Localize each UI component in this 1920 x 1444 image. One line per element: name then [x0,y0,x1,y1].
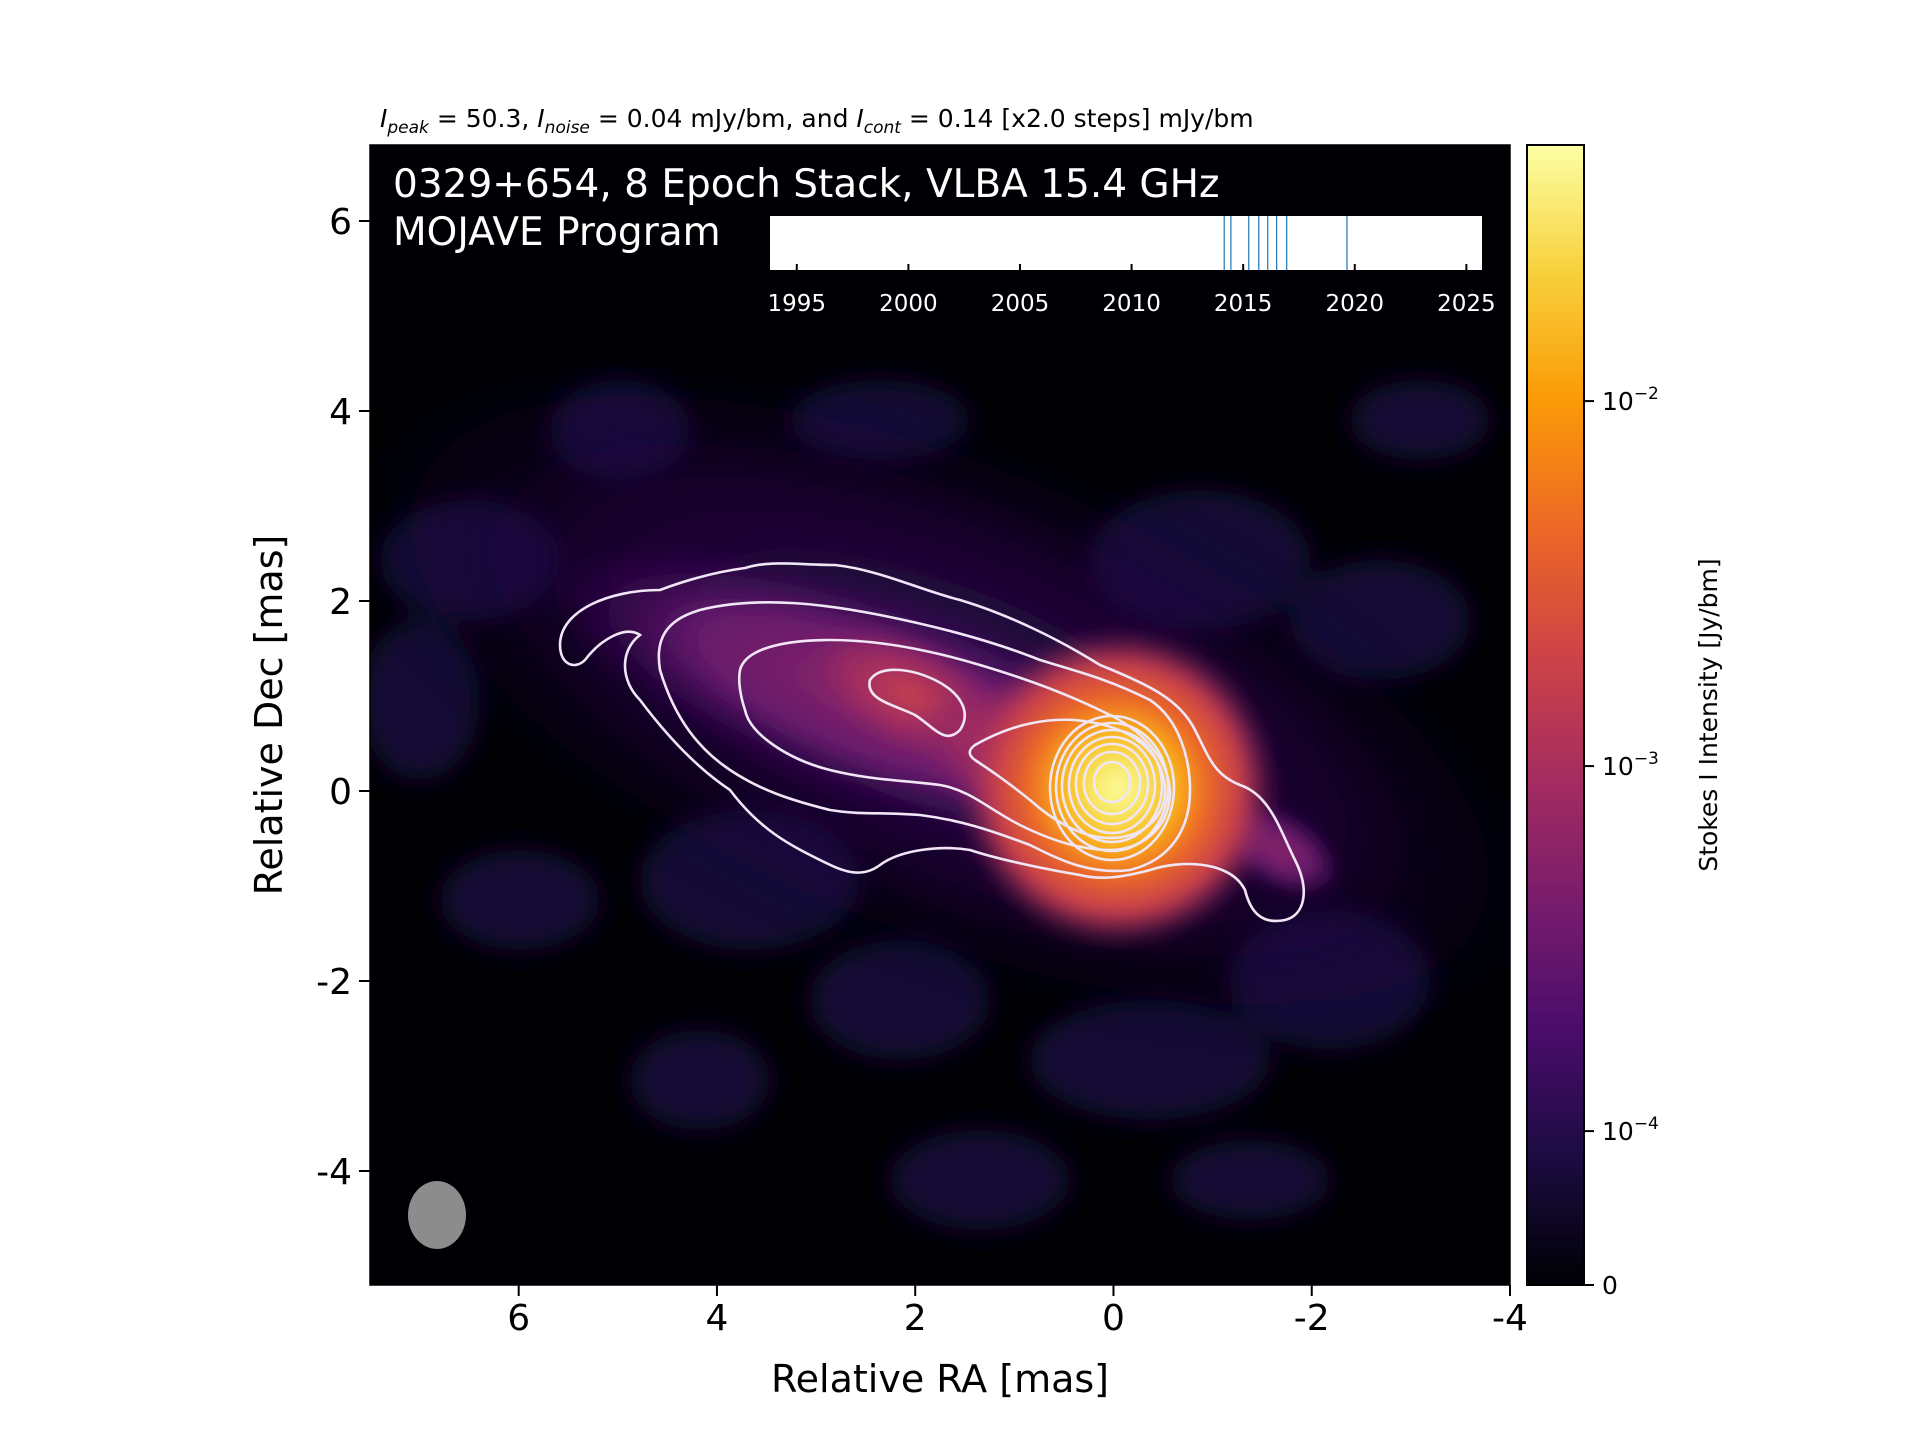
timeline-box [770,216,1482,270]
x-tick-label: -4 [1492,1298,1528,1339]
image-frame [369,144,1511,1286]
timeline-tick-label: 2010 [1102,291,1161,317]
contour-level-5 [968,718,1167,840]
colorbar-tick-label: 10−3 [1602,749,1659,781]
contours [558,562,1305,923]
contour-core-ring [1082,750,1142,816]
x-tick-label: 2 [904,1298,927,1339]
x-tick-label: 0 [1102,1298,1125,1339]
colorbar-tick-label: 10−2 [1602,384,1659,416]
timeline-tick-label: 1995 [768,291,827,317]
epoch-timeline: 1995 2000 2005 2010 2015 2020 2025 [768,216,1496,317]
contour-core-ring [1092,760,1132,804]
y-tick-label: 4 [329,392,352,433]
colorbar-tick-label: 10−4 [1602,1114,1659,1146]
y-tick-label: 0 [329,772,352,813]
timeline-tick-label: 2025 [1437,291,1496,317]
y-tick-label: 6 [329,202,352,243]
source-title: 0329+654, 8 Epoch Stack, VLBA 15.4 GHz [393,162,1219,207]
noise-blob [630,1030,770,1130]
y-tick-label: -2 [316,962,352,1003]
contour-core-ring [1067,735,1157,835]
contour-core-ring [1048,714,1176,862]
colorbar-tick-label: 0 [1602,1271,1618,1300]
timeline-tick-label: 2005 [991,291,1050,317]
i-peak-symbol: I [380,104,387,133]
beam-ellipse [408,1181,466,1249]
intensity-summary: Ipeak = 50.3, Inoise = 0.04 mJy/bm, and … [380,104,1254,138]
timeline-ticks: 1995 2000 2005 2010 2015 2020 2025 [768,264,1496,317]
timeline-tick-label: 2020 [1326,291,1385,317]
noise-blob [890,1130,1070,1230]
x-tick-label: 6 [507,1298,530,1339]
contour-level-2 [657,601,1192,873]
i-cont-subscript: cont [864,118,903,138]
noise-blob [1350,380,1490,460]
image-panel: 0329+654, 8 Epoch Stack, VLBA 15.4 GHz M… [369,144,1511,1286]
colorbar-gradient [1527,145,1584,1285]
contour-level-4 [868,668,966,737]
x-tick-label: -2 [1294,1298,1330,1339]
x-tick-label: 4 [706,1298,729,1339]
colorbar-ticks: 0 10−4 10−3 10−2 [1584,384,1659,1300]
contour-core-ring [1074,742,1150,826]
i-noise-subscript: noise [545,118,590,138]
y-tick-label: -4 [316,1152,352,1193]
emission-map [370,360,1510,1249]
i-noise-text: = 0.04 mJy/bm, and [590,104,857,133]
x-axis-label: Relative RA [mas] [771,1357,1109,1401]
noise-blob [1170,1140,1330,1220]
i-cont-symbol: I [856,104,863,133]
contour-core-ring [1060,728,1164,844]
colorbar-frame [1526,144,1585,1286]
i-noise-symbol: I [537,104,544,133]
i-peak-subscript: peak [386,118,430,138]
epoch-lines [1223,216,1348,270]
program-title: MOJAVE Program [393,210,721,255]
noise-blob [440,850,600,950]
colorbar: 0 10−4 10−3 10−2 Stokes I Intensity [Jy/bm] [1526,144,1723,1300]
y-axis-label: Relative Dec [mas] [247,535,291,896]
timeline-tick-label: 2000 [879,291,938,317]
contour-core-ring [1054,721,1170,853]
i-cont-text: = 0.14 [x2.0 steps] mJy/bm [901,104,1254,133]
timeline-tick-label: 2015 [1214,291,1273,317]
i-peak-text: = 50.3, [429,104,537,133]
x-axis: 6 4 2 0 -2 -4 [507,1285,1528,1339]
y-axis: 6 4 2 0 -2 -4 [316,202,370,1193]
contour-level-1 [558,562,1305,923]
y-tick-label: 2 [329,582,352,623]
colorbar-label: Stokes I Intensity [Jy/bm] [1694,558,1723,871]
